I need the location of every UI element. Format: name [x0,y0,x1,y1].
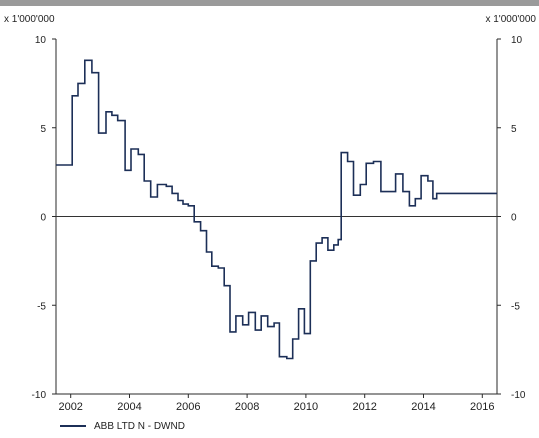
y-tick-label-right: 0 [511,213,517,224]
right-unit-label: x 1'000'000 [485,14,536,25]
x-tick-label: 2010 [294,401,318,413]
y-tick-label-left: 5 [40,124,46,135]
title-band [0,0,539,6]
x-tick-label: 2012 [352,401,376,413]
legend-label: ABB LTD N - DWND [94,420,185,432]
x-tick-label: 2014 [411,401,435,413]
y-tick-label-left: 0 [40,213,46,224]
y-tick-label-left: -5 [37,301,46,312]
x-tick-label: 2004 [117,401,141,413]
series-line-abb-ltd-n-dwnd [56,59,497,360]
y-tick-label-right: -10 [511,390,526,401]
legend-swatch [60,425,86,427]
x-tick-label: 2002 [58,401,82,413]
y-tick-label-right: 5 [511,124,517,135]
x-tick-label: 2006 [176,401,200,413]
y-tick-label-right: 10 [511,35,523,46]
x-tick-label: 2008 [235,401,259,413]
left-unit-label: x 1'000'000 [4,14,55,25]
y-tick-label-right: -5 [511,301,520,312]
axis-ticks: -10 -10 -5 -5 0 0 5 5 10 10 2002 2004 2006 2008 2010 20… [32,35,526,413]
y-tick-label-left: 10 [35,35,47,46]
x-tick-label: 2016 [470,401,494,413]
y-tick-label-left: -10 [32,390,47,401]
legend: ABB LTD N - DWND [60,420,185,432]
